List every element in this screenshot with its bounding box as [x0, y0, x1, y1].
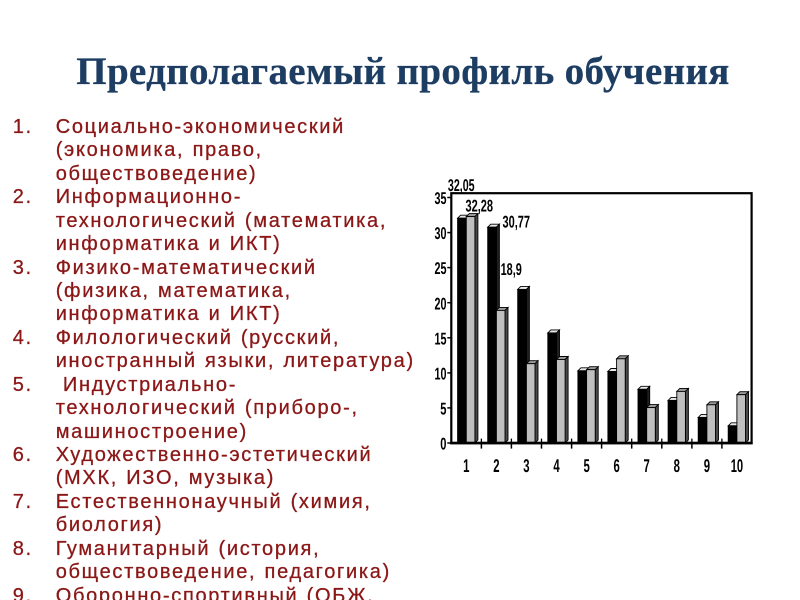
- svg-text:7: 7: [644, 455, 650, 476]
- svg-text:30: 30: [435, 224, 447, 243]
- svg-text:2: 2: [493, 455, 499, 476]
- svg-text:10: 10: [435, 365, 447, 384]
- svg-text:5: 5: [583, 455, 589, 476]
- svg-text:1: 1: [463, 455, 469, 476]
- svg-text:20: 20: [435, 294, 447, 313]
- svg-text:3: 3: [523, 455, 529, 476]
- svg-text:15: 15: [435, 329, 447, 348]
- svg-text:18,9: 18,9: [501, 260, 522, 279]
- svg-text:25: 25: [435, 259, 447, 278]
- svg-text:32,28: 32,28: [466, 197, 494, 216]
- svg-text:35: 35: [435, 189, 447, 208]
- svg-text:4: 4: [553, 455, 560, 476]
- svg-text:5: 5: [440, 400, 446, 419]
- svg-text:8: 8: [674, 455, 680, 476]
- svg-text:10: 10: [731, 455, 743, 476]
- svg-text:6: 6: [613, 455, 619, 476]
- svg-text:9: 9: [704, 455, 710, 476]
- svg-text:30,77: 30,77: [503, 212, 531, 231]
- svg-text:0: 0: [440, 435, 446, 454]
- svg-text:32,05: 32,05: [448, 176, 475, 195]
